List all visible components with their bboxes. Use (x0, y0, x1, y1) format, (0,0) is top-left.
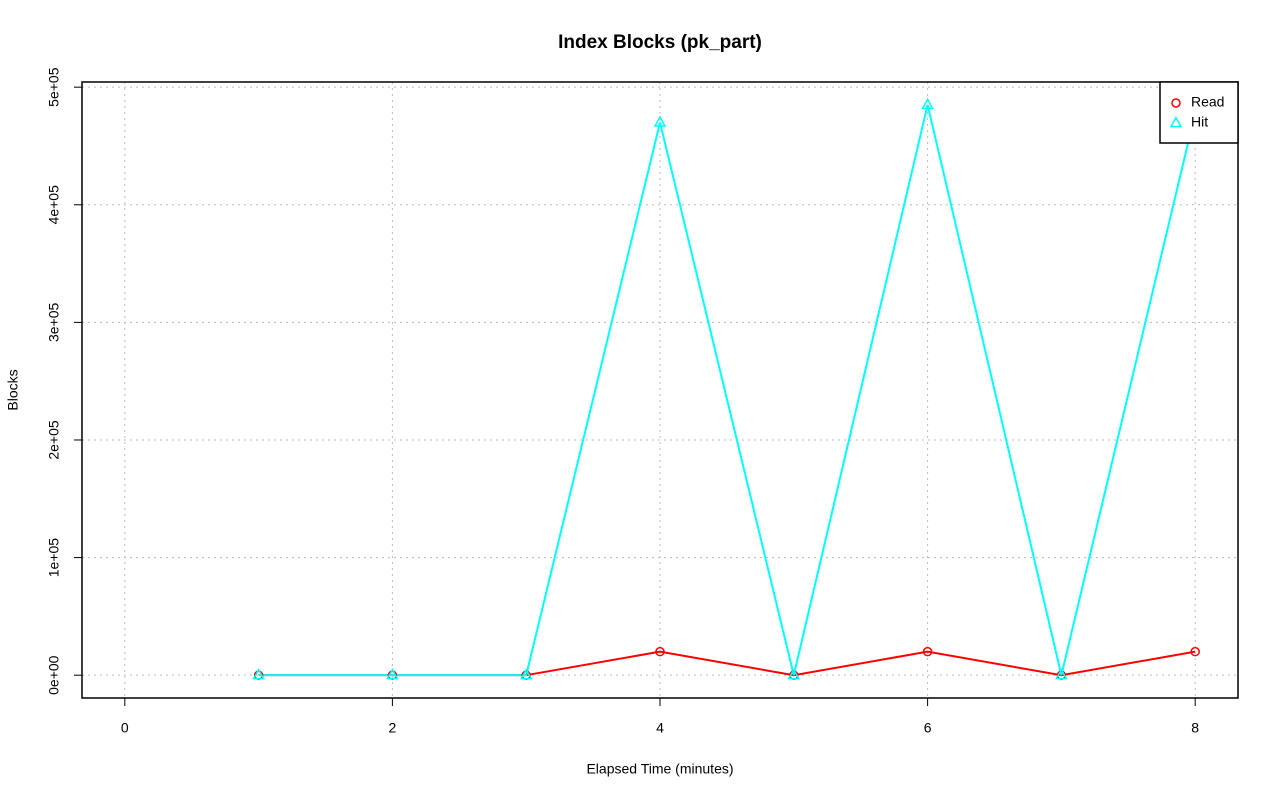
plot-frame (81, 81, 1239, 699)
data-line (258, 104, 1197, 677)
x-tick-label: 6 (924, 720, 932, 736)
data-point (1190, 646, 1200, 657)
data-point (787, 668, 801, 680)
x-axis-label: Elapsed Time (minutes) (586, 761, 733, 777)
y-tick-label: 1e+05 (46, 538, 62, 578)
x-tick-label: 8 (1191, 720, 1199, 736)
data-point (1055, 668, 1068, 680)
y-tick-label: 5e+05 (46, 67, 62, 107)
data-point (922, 646, 933, 657)
data-point (921, 97, 934, 110)
y-tick-label: 4e+05 (46, 185, 62, 225)
x-tick-label: 0 (121, 720, 129, 736)
legend-label: Hit (1191, 114, 1208, 130)
data-point (653, 115, 667, 127)
data-point (252, 668, 265, 680)
y-tick-label: 3e+05 (46, 303, 62, 343)
y-tick-label: 2e+05 (46, 420, 62, 460)
data-point (386, 668, 399, 680)
y-axis-label: Blocks (5, 369, 21, 410)
data-point (655, 646, 665, 657)
x-tick-label: 2 (389, 720, 397, 736)
legend-label: Read (1191, 94, 1224, 110)
y-tick-label: 0e+00 (46, 655, 62, 695)
chart-title: Index Blocks (pk_part) (558, 32, 762, 53)
data-point (519, 668, 533, 680)
legend-marker (1171, 98, 1181, 108)
x-tick-label: 4 (656, 720, 664, 736)
legend-marker (1169, 115, 1183, 128)
legend-box (1159, 81, 1239, 144)
